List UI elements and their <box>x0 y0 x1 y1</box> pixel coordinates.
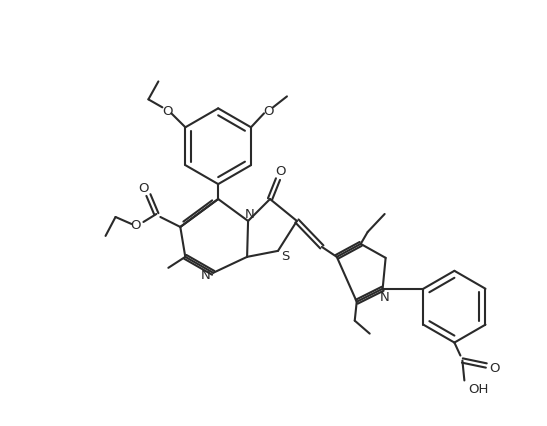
Text: S: S <box>281 250 289 263</box>
Text: O: O <box>162 105 173 118</box>
Text: N: N <box>380 291 389 303</box>
Text: O: O <box>263 105 274 118</box>
Text: O: O <box>130 219 141 232</box>
Text: O: O <box>276 164 286 177</box>
Text: OH: OH <box>468 382 488 395</box>
Text: N: N <box>245 208 255 221</box>
Text: O: O <box>138 181 149 194</box>
Text: N: N <box>200 269 210 282</box>
Text: O: O <box>489 361 499 374</box>
